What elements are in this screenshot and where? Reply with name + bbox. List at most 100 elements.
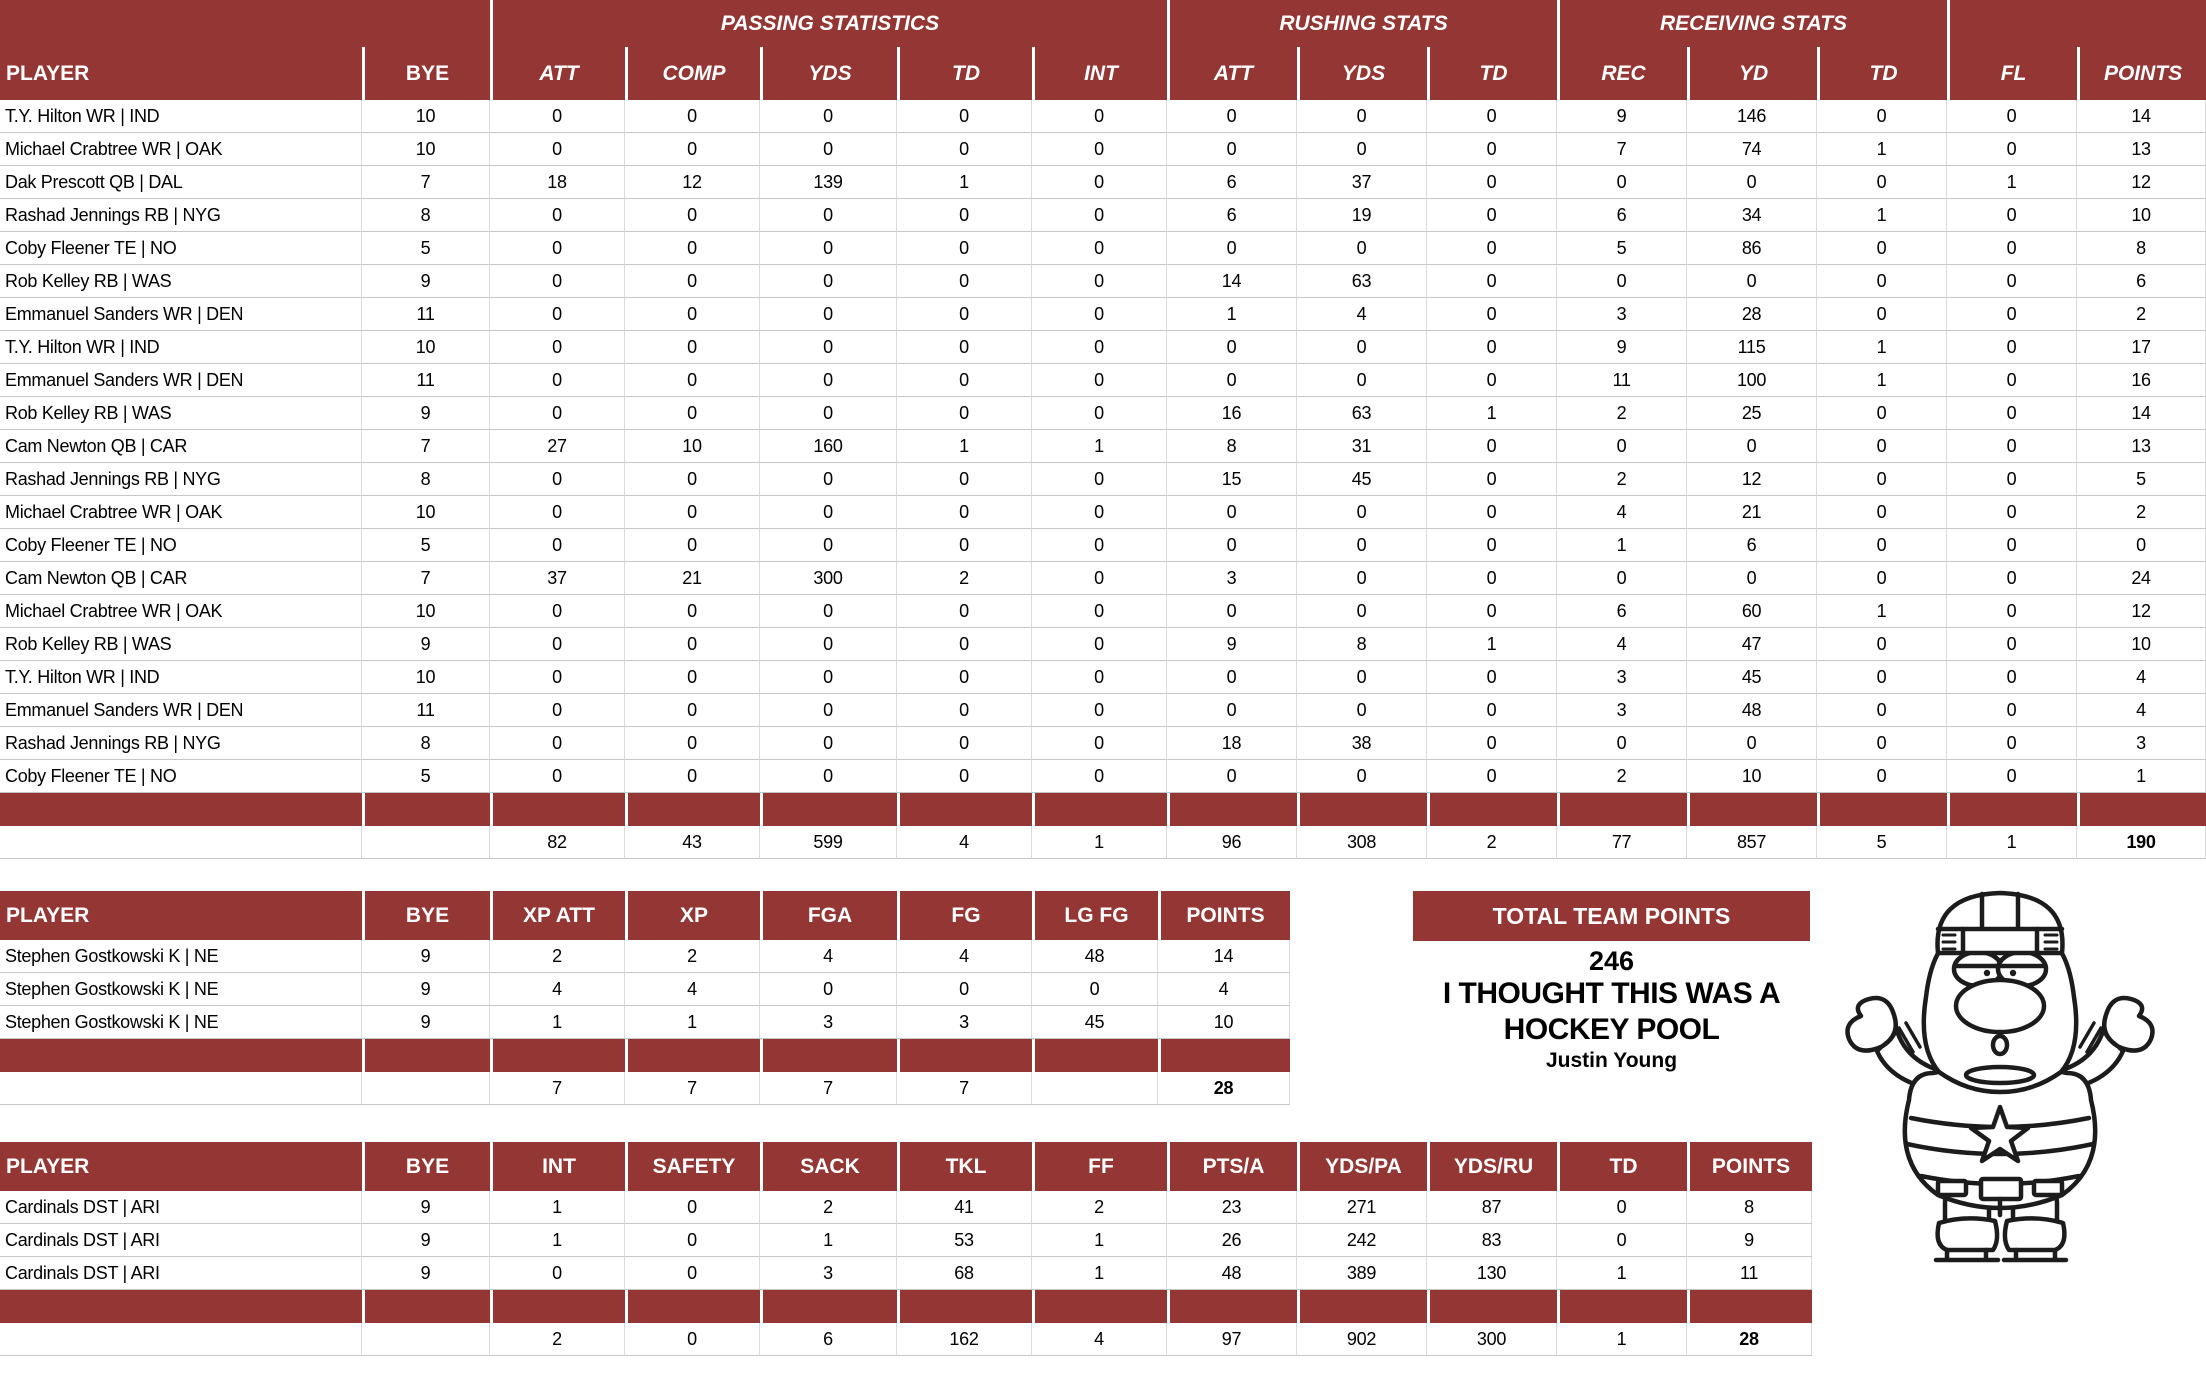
- total-cell: [362, 1323, 490, 1356]
- stat-cell: 0: [1947, 199, 2078, 232]
- stat-cell: 0: [760, 133, 897, 166]
- col-header-pass-yds: YDS: [760, 47, 897, 100]
- player-cell: Coby Fleener TE | NO: [0, 232, 362, 265]
- total-cell: 599: [760, 826, 897, 859]
- stat-cell: 0: [760, 397, 897, 430]
- player-cell: Stephen Gostkowski K | NE: [0, 940, 362, 973]
- stat-cell: 4: [1158, 973, 1290, 1006]
- col-header-rec-td: TD: [1817, 47, 1948, 100]
- total-cell: [1032, 1072, 1158, 1105]
- stat-cell: 0: [625, 232, 760, 265]
- stat-cell: 0: [625, 298, 760, 331]
- stat-cell: 0: [1817, 661, 1948, 694]
- player-cell: Cam Newton QB | CAR: [0, 430, 362, 463]
- player-cell: Stephen Gostkowski K | NE: [0, 1006, 362, 1039]
- stat-cell: 0: [1032, 298, 1168, 331]
- stat-cell: 0: [1947, 331, 2078, 364]
- stat-cell: 7: [362, 430, 490, 463]
- player-cell: Dak Prescott QB | DAL: [0, 166, 362, 199]
- stat-cell: 0: [490, 199, 625, 232]
- total-cell: 6: [760, 1323, 897, 1356]
- stat-cell: 0: [1032, 166, 1168, 199]
- stat-cell: 1: [1427, 397, 1558, 430]
- stat-cell: 0: [760, 628, 897, 661]
- stat-cell: 38: [1297, 727, 1428, 760]
- stat-cell: 1: [1817, 595, 1948, 628]
- stat-cell: 10: [362, 100, 490, 133]
- total-cell: 1: [1032, 826, 1168, 859]
- separator-cell: [1158, 1039, 1290, 1072]
- stat-cell: 0: [1427, 727, 1558, 760]
- total-cell: 4: [1032, 1323, 1167, 1356]
- stat-cell: 9: [1687, 1224, 1812, 1257]
- stat-cell: 0: [1297, 661, 1428, 694]
- stat-cell: 0: [1032, 265, 1168, 298]
- stat-cell: 0: [490, 1257, 625, 1290]
- total-cell: 43: [625, 826, 760, 859]
- table-row: Rob Kelley RB | WAS 9 0 0 0 0 0 16 63 1 2 25 0 0 14: [0, 397, 2206, 430]
- stat-cell: 0: [1032, 331, 1168, 364]
- stat-cell: 16: [1167, 397, 1298, 430]
- stat-cell: 11: [362, 694, 490, 727]
- column-header-row: PLAYER BYE XP ATT XP FGA FG LG FG POINTS: [0, 891, 1290, 940]
- stat-cell: 0: [760, 694, 897, 727]
- stat-cell: 3: [1167, 562, 1298, 595]
- stat-cell: 0: [1032, 628, 1168, 661]
- stat-cell: 0: [1817, 100, 1948, 133]
- stat-cell: 0: [1297, 694, 1428, 727]
- stat-cell: 0: [897, 199, 1032, 232]
- stat-cell: 1: [490, 1006, 625, 1039]
- stat-cell: 0: [490, 727, 625, 760]
- player-cell: Michael Crabtree WR | OAK: [0, 133, 362, 166]
- separator-cell: [1427, 1290, 1557, 1323]
- separator-cell: [362, 1290, 490, 1323]
- stat-cell: 10: [2077, 199, 2206, 232]
- stat-cell: 0: [760, 529, 897, 562]
- table-row: Emmanuel Sanders WR | DEN 11 0 0 0 0 0 0 0 0 3 48 0 0…: [0, 694, 2206, 727]
- stat-cell: 74: [1687, 133, 1818, 166]
- stat-cell: 0: [760, 100, 897, 133]
- separator-cell: [362, 1039, 490, 1072]
- hockey-player-mascot-icon: [1845, 890, 2155, 1263]
- stat-cell: 5: [362, 232, 490, 265]
- stat-cell: 0: [1427, 265, 1558, 298]
- player-cell: Cardinals DST | ARI: [0, 1257, 362, 1290]
- stat-cell: 0: [1427, 331, 1558, 364]
- separator-cell: [490, 1290, 625, 1323]
- table-row: Cam Newton QB | CAR 7 27 10 160 1 1 8 31 0 0 0 0 0 13: [0, 430, 2206, 463]
- stat-cell: 21: [1687, 496, 1818, 529]
- stat-cell: 0: [1817, 529, 1948, 562]
- stat-cell: 300: [760, 562, 897, 595]
- stat-cell: 0: [1167, 661, 1298, 694]
- stat-cell: 0: [490, 496, 625, 529]
- col-header-pass-int: INT: [1032, 47, 1168, 100]
- stat-cell: 0: [760, 973, 897, 1006]
- stat-cell: 0: [1817, 628, 1948, 661]
- stat-cell: 9: [362, 1191, 490, 1224]
- stat-cell: 0: [1557, 430, 1688, 463]
- separator-cell: [625, 1039, 760, 1072]
- stat-cell: 0: [1817, 232, 1948, 265]
- total-cell: 7: [897, 1072, 1032, 1105]
- stat-cell: 0: [1167, 364, 1298, 397]
- stat-cell: 8: [1297, 628, 1428, 661]
- total-cell: 1: [1557, 1323, 1687, 1356]
- stat-cell: 12: [2077, 595, 2206, 628]
- stat-cell: 48: [1167, 1257, 1297, 1290]
- stat-cell: 15: [1167, 463, 1298, 496]
- col-header-tkl: TKL: [897, 1142, 1032, 1191]
- team-message-line1: I THOUGHT THIS WAS A: [1442, 977, 1781, 1010]
- stat-cell: 37: [1297, 166, 1428, 199]
- stat-cell: 8: [362, 727, 490, 760]
- stat-cell: 0: [1817, 562, 1948, 595]
- separator-cell: [1032, 1039, 1158, 1072]
- stat-cell: 0: [490, 760, 625, 793]
- totals-row: 7 7 7 7 28: [0, 1072, 1290, 1105]
- stat-cell: 9: [1557, 100, 1688, 133]
- stat-cell: 389: [1297, 1257, 1427, 1290]
- stat-cell: 0: [1427, 529, 1558, 562]
- stat-cell: 3: [760, 1257, 897, 1290]
- stat-cell: 4: [1557, 628, 1688, 661]
- stat-cell: 6: [2077, 265, 2206, 298]
- table-row: Stephen Gostkowski K | NE 9 2 2 4 4 48 14: [0, 940, 1290, 973]
